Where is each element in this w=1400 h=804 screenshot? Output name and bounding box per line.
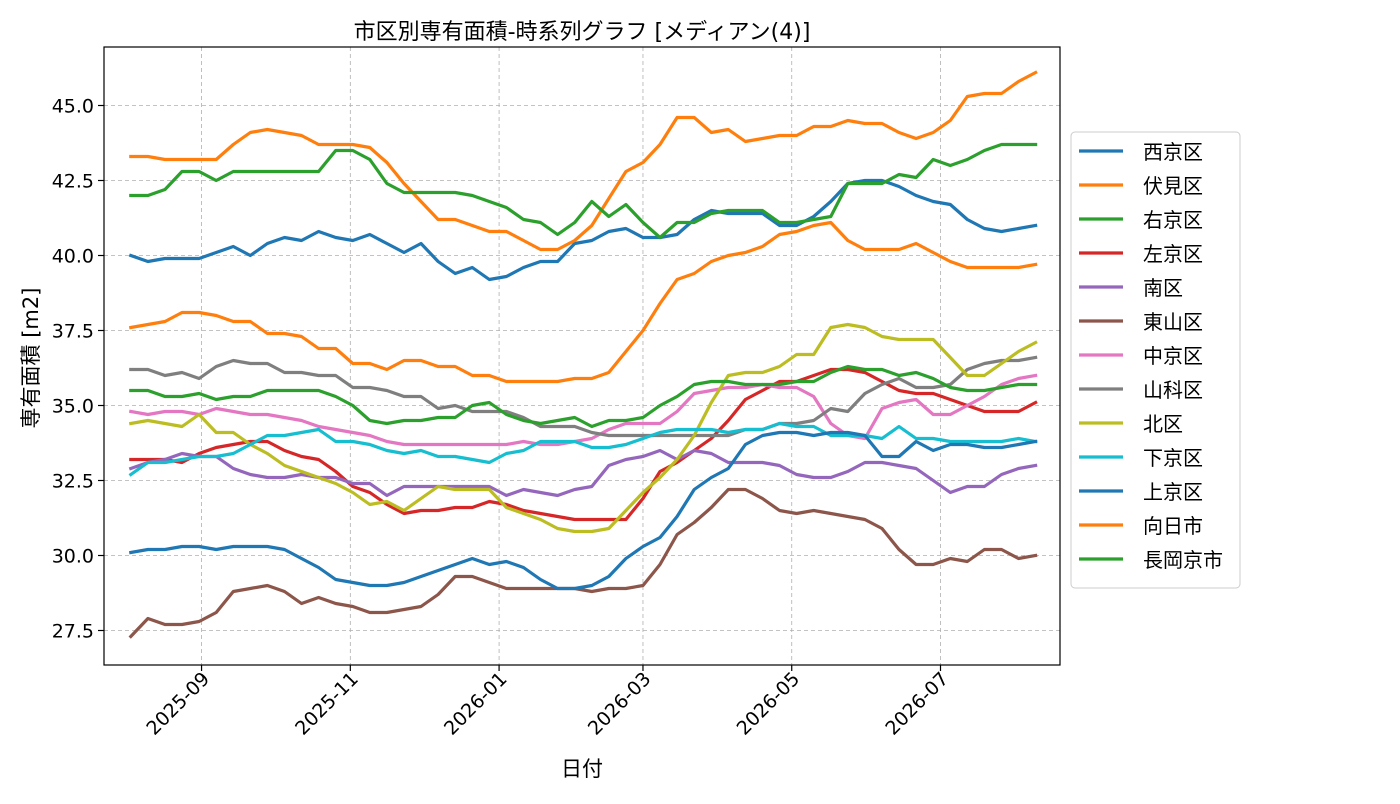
y-tick-label: 32.5 xyxy=(52,471,94,493)
y-tick-label: 45.0 xyxy=(52,96,94,118)
y-tick-label: 30.0 xyxy=(52,546,94,568)
legend-label: 伏見区 xyxy=(1143,174,1203,198)
legend-label: 東山区 xyxy=(1143,310,1203,334)
series-line-南区 xyxy=(128,448,1038,498)
legend-label: 長岡京市 xyxy=(1143,548,1223,572)
legend-label: 右京区 xyxy=(1143,208,1203,232)
series-line-山科区 xyxy=(129,355,1038,438)
y-tick-label: 35.0 xyxy=(52,396,94,418)
chart-title: 市区別専有面積-時系列グラフ [メディアン(4)] xyxy=(354,20,811,45)
y-tick-label: 42.5 xyxy=(52,171,94,193)
y-tick-label: 27.5 xyxy=(52,621,94,643)
legend-frame xyxy=(1070,131,1241,589)
series-line-北区 xyxy=(128,322,1038,534)
legend-label: 左京区 xyxy=(1143,242,1203,266)
series-line-中京区 xyxy=(128,373,1038,447)
series-line-下京区 xyxy=(128,421,1038,477)
legend-label: 下京区 xyxy=(1143,446,1203,470)
plot-area-frame xyxy=(103,46,1061,666)
series-line-上京区 xyxy=(128,430,1038,591)
y-axis-label: 専有面積 [m2] xyxy=(19,288,43,429)
series-lines xyxy=(128,70,1038,639)
series-line-東山区 xyxy=(128,487,1038,639)
series-line-伏見区 xyxy=(129,70,1038,252)
series-line-右京区 xyxy=(129,142,1038,240)
y-tick-label: 40.0 xyxy=(52,246,94,268)
series-line-長岡京市 xyxy=(129,364,1038,429)
legend-label: 南区 xyxy=(1143,276,1183,300)
legend-label: 山科区 xyxy=(1143,378,1203,402)
legend-label: 上京区 xyxy=(1143,480,1203,504)
series-line-向日市 xyxy=(128,220,1038,384)
legend-label: 北区 xyxy=(1143,412,1183,436)
y-tick-label: 37.5 xyxy=(52,321,94,343)
x-axis-label: 日付 xyxy=(561,757,603,781)
legend-label: 中京区 xyxy=(1143,344,1203,368)
legend-label: 西京区 xyxy=(1143,140,1203,164)
legend-label: 向日市 xyxy=(1143,514,1203,538)
